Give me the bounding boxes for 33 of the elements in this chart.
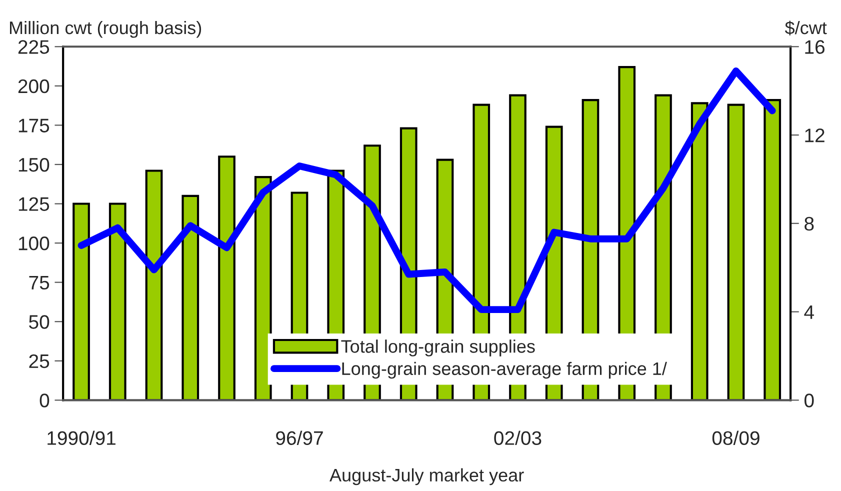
bar <box>72 202 90 400</box>
y-tick-label: 50 <box>29 315 50 329</box>
bar <box>254 176 272 400</box>
y-tick-label: 125 <box>18 197 50 211</box>
legend-label: Long-grain season-average farm price 1/ <box>342 362 667 379</box>
y-tick-label: 175 <box>18 118 50 132</box>
y2-tick-label: 12 <box>805 128 824 142</box>
x-tick-label: 1990/91 <box>48 430 116 446</box>
bar <box>108 202 126 400</box>
y-tick-label: 0 <box>40 394 50 408</box>
y2-tick-label: 16 <box>805 40 825 54</box>
y2-tick-label: 8 <box>804 216 814 231</box>
x-tick-label: 96/97 <box>276 430 323 446</box>
y-tick-label: 150 <box>18 158 50 172</box>
bar <box>690 102 708 400</box>
bar <box>764 99 782 400</box>
y2-tick-label: 0 <box>804 394 814 408</box>
y-axis-title: Million cwt (rough basis) <box>10 20 202 38</box>
bar <box>727 104 745 400</box>
bar <box>218 156 236 400</box>
x-tick-label: 08/09 <box>712 430 760 446</box>
y2-tick-label: 4 <box>804 305 814 319</box>
y-tick-label: 75 <box>29 276 50 290</box>
y-tick-label: 100 <box>18 236 50 250</box>
bar <box>182 194 200 400</box>
y-tick-label: 200 <box>18 79 50 94</box>
y-tick-label: 25 <box>29 354 50 368</box>
legend-label: Total long-grain supplies <box>341 340 535 356</box>
bar <box>145 170 163 400</box>
y2-axis-title: $/cwt <box>784 20 827 36</box>
x-tick-label: 02/03 <box>494 430 542 446</box>
x-axis-title: August-July market year <box>330 468 524 486</box>
y-tick-label: 225 <box>18 40 50 54</box>
